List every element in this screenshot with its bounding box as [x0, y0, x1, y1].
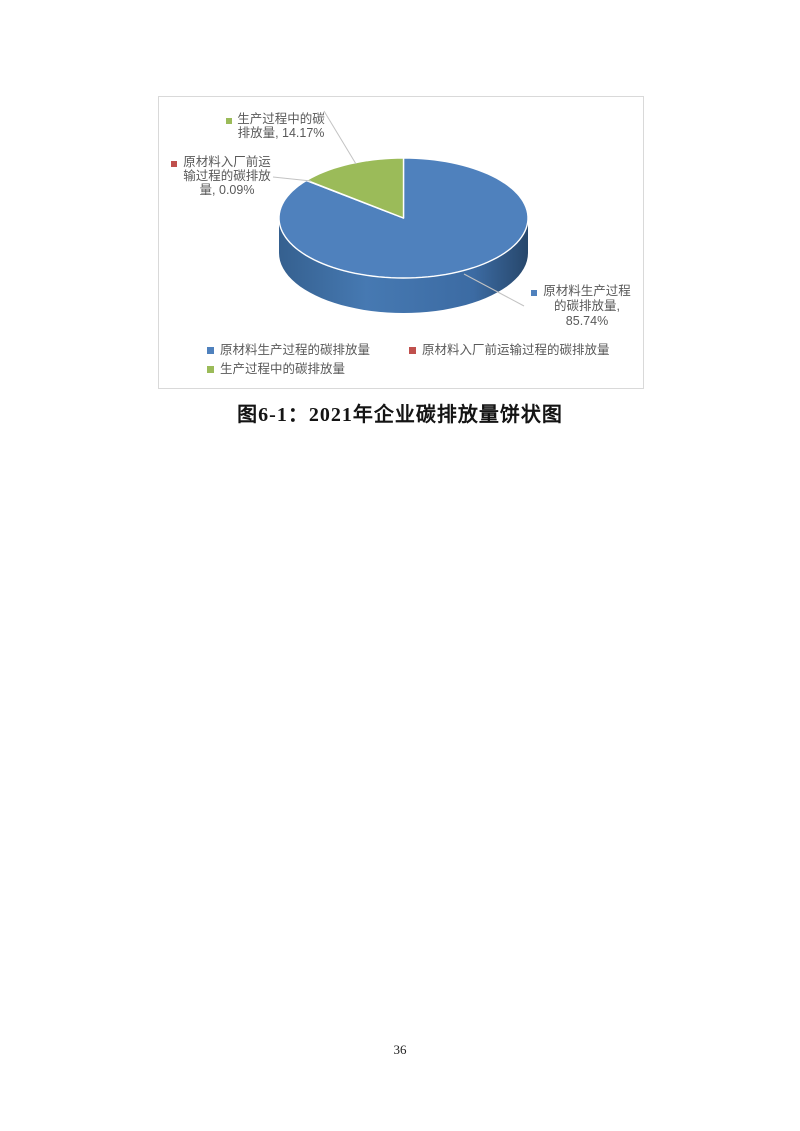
red-slice-marker-icon	[171, 161, 177, 167]
data-label-line: 85.74%	[565, 314, 609, 328]
pie-3d-drawing	[159, 97, 643, 388]
blue-slice-marker-icon	[531, 290, 537, 296]
data-label-production-process: 生产过程中的碳 排放量, 14.17%	[235, 112, 327, 140]
data-label-line: 的碳排放量,	[554, 299, 620, 313]
page-number: 36	[393, 1042, 407, 1057]
data-label-line: 排放量, 14.17%	[237, 126, 325, 140]
pie-chart-svg	[272, 110, 529, 313]
data-label-line: 输过程的碳排放	[183, 169, 271, 183]
legend-item-raw-material-production: 原材料生产过程的碳排放量	[207, 343, 370, 357]
legend-label: 生产过程中的碳排放量	[220, 362, 346, 376]
data-label-line: 原材料生产过程	[543, 284, 631, 298]
legend-label: 原材料生产过程的碳排放量	[220, 343, 371, 357]
data-label-pre-factory-transport: 原材料入厂前运 输过程的碳排放 量, 0.09%	[183, 155, 271, 197]
legend-label: 原材料入厂前运输过程的碳排放量	[422, 343, 610, 357]
green-slice-marker-icon	[226, 118, 232, 124]
data-label-line: 量, 0.09%	[199, 183, 255, 197]
legend-marker-icon	[409, 346, 416, 354]
figure-caption: 图6-1：2021年企业碳排放量饼状图	[237, 404, 563, 426]
data-label-raw-material-production: 原材料生产过程 的碳排放量, 85.74%	[537, 284, 637, 329]
legend-item-pre-factory-transport: 原材料入厂前运输过程的碳排放量	[409, 343, 610, 357]
legend-marker-icon	[207, 365, 214, 373]
figure-pie-chart-area: 生产过程中的碳 排放量, 14.17% 原材料入厂前运 输过程的碳排放 量, 0…	[158, 96, 644, 389]
legend-item-production-process: 生产过程中的碳排放量	[207, 362, 345, 376]
legend-marker-icon	[207, 346, 214, 354]
data-label-line: 原材料入厂前运	[183, 155, 271, 169]
data-label-line: 生产过程中的碳	[237, 112, 325, 126]
